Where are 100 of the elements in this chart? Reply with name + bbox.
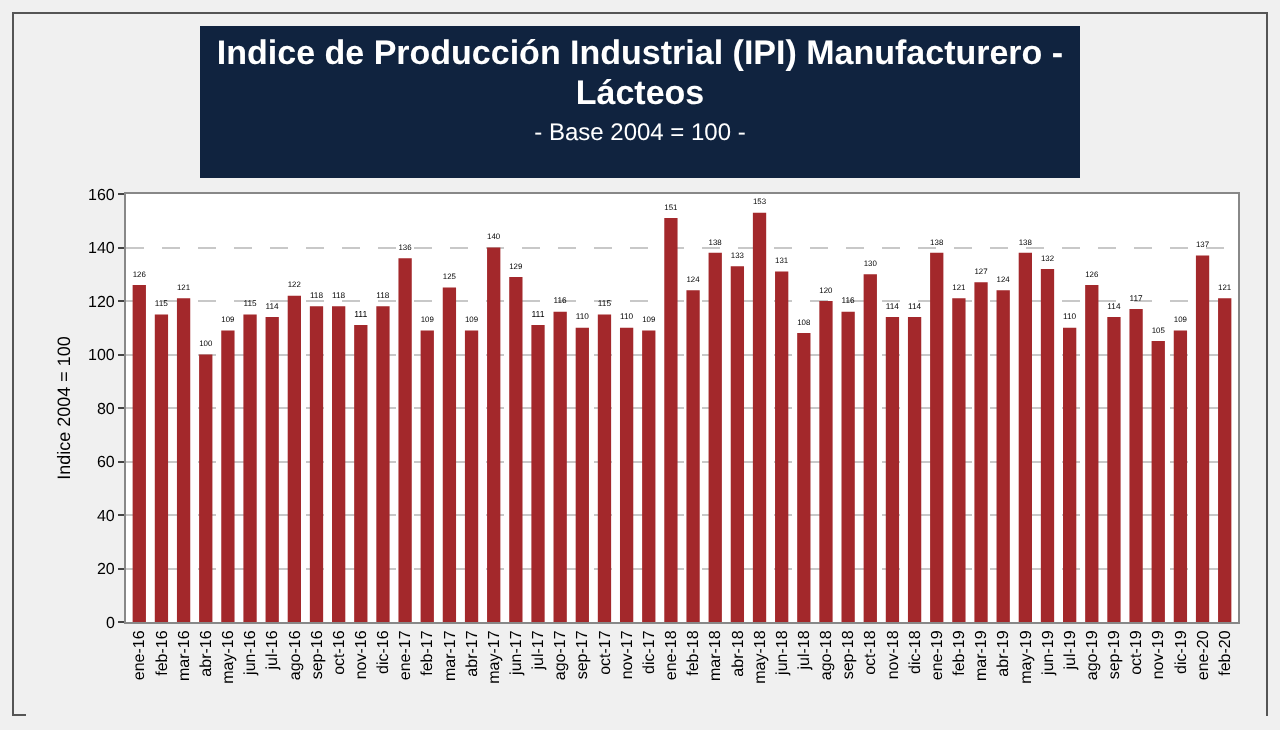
x-tick-label: jul-18 (795, 629, 814, 672)
bar (907, 317, 922, 622)
bar (464, 330, 479, 622)
x-tick-label: dic-16 (374, 629, 393, 674)
x-tick-label: ago-18 (817, 629, 836, 681)
bar (287, 295, 301, 622)
y-axis-title: Indice 2004 = 100 (54, 336, 74, 480)
x-tick-label: feb-17 (418, 629, 437, 676)
y-tick-label: 120 (88, 292, 116, 311)
y-tick-label: 140 (88, 239, 116, 258)
bar (531, 325, 545, 622)
x-tick-label: ago-19 (1083, 629, 1101, 681)
x-tick-label: ago-16 (285, 629, 304, 681)
x-tick-label: ene-20 (1193, 629, 1212, 681)
x-tick-label: mar-16 (174, 629, 193, 682)
bar (841, 311, 855, 622)
x-tick-label: oct-17 (595, 629, 614, 675)
x-tick-label: may-16 (219, 629, 238, 684)
bar (664, 218, 678, 622)
x-tick-label: jun-19 (1038, 629, 1057, 677)
bar (1040, 268, 1055, 622)
x-tick-label: ene-17 (396, 629, 415, 681)
bar (243, 314, 257, 622)
bar (176, 298, 191, 622)
x-tick-label: oct-18 (861, 629, 880, 675)
bar (1018, 252, 1032, 622)
x-tick-label: dic-17 (639, 629, 658, 674)
bar (420, 330, 434, 622)
x-tick-label: abr-19 (994, 629, 1013, 677)
x-tick-label: nov-18 (883, 629, 902, 680)
bar (819, 301, 833, 622)
x-tick-label: jun-16 (241, 629, 260, 677)
bar (376, 306, 390, 622)
x-tick-label: may-19 (1016, 629, 1035, 684)
bar (996, 290, 1010, 622)
bar (708, 252, 722, 622)
bar (487, 247, 501, 622)
bar (974, 282, 988, 622)
x-tick-label: may-17 (484, 629, 503, 684)
x-tick-label: oct-16 (329, 629, 348, 675)
bar (730, 266, 745, 622)
x-tick-label: sep-16 (307, 629, 326, 680)
bar (797, 333, 811, 622)
x-tick-label: oct-19 (1127, 629, 1146, 675)
bar (885, 317, 900, 622)
x-tick-label: abr-16 (196, 629, 215, 677)
x-tick-label: nov-17 (617, 629, 636, 680)
bar (930, 252, 944, 622)
bar (1085, 284, 1099, 622)
x-tick-label: jun-18 (772, 629, 791, 677)
x-tick-label: feb-19 (950, 629, 969, 676)
x-tick-label: dic-18 (905, 629, 924, 674)
x-tick-label: ene-16 (130, 629, 149, 681)
y-tick-label: 40 (96, 506, 116, 525)
bar (1195, 255, 1210, 622)
bar (553, 311, 567, 622)
x-tick-label: feb-16 (152, 629, 171, 676)
bar (686, 290, 700, 622)
x-tick-label: nov-16 (352, 629, 370, 680)
bar (619, 327, 634, 622)
chart-subtitle: - Base 2004 = 100 - (532, 118, 748, 146)
bar (332, 306, 346, 622)
x-tick-label: ene-18 (662, 629, 681, 681)
bar (199, 354, 213, 622)
bar (752, 212, 767, 622)
bar (863, 274, 877, 622)
x-tick-label: ago-17 (551, 629, 570, 681)
bar (265, 317, 279, 622)
bar (1063, 327, 1077, 622)
x-tick-label: jun-17 (507, 629, 526, 677)
x-tick-label: may-18 (750, 629, 769, 684)
x-tick-label: jul-16 (263, 629, 282, 672)
y-tick-label: 160 (88, 185, 116, 204)
y-tick-label: 20 (96, 560, 116, 579)
bar (775, 271, 789, 622)
x-tick-label: feb-18 (684, 629, 703, 676)
bar (1173, 330, 1188, 622)
y-tick-label: 60 (96, 453, 116, 472)
bar (575, 327, 589, 622)
x-tick-label: jul-17 (529, 629, 548, 672)
x-tick-label: ene-19 (927, 629, 946, 681)
bar (1151, 341, 1165, 622)
bar (1129, 309, 1143, 622)
x-tick-label: mar-18 (706, 629, 725, 682)
y-tick-label: 0 (105, 613, 116, 632)
x-tick-label: abr-18 (728, 629, 747, 677)
bar (509, 276, 523, 622)
chart-title: Indice de Producción Industrial (IPI) Manufacturero - Lácteos (214, 32, 1066, 114)
x-tick-label: mar-19 (972, 629, 991, 682)
x-tick-label: mar-17 (440, 629, 459, 682)
bar (154, 314, 169, 622)
x-tick-label: nov-19 (1149, 629, 1168, 680)
x-tick-label: sep-18 (839, 629, 858, 680)
bar (398, 258, 412, 622)
bar (309, 306, 324, 622)
x-tick-label: jul-19 (1060, 629, 1079, 672)
bar (1218, 298, 1232, 622)
y-tick-label: 80 (96, 399, 116, 418)
bar (442, 287, 457, 622)
bar (221, 330, 235, 622)
